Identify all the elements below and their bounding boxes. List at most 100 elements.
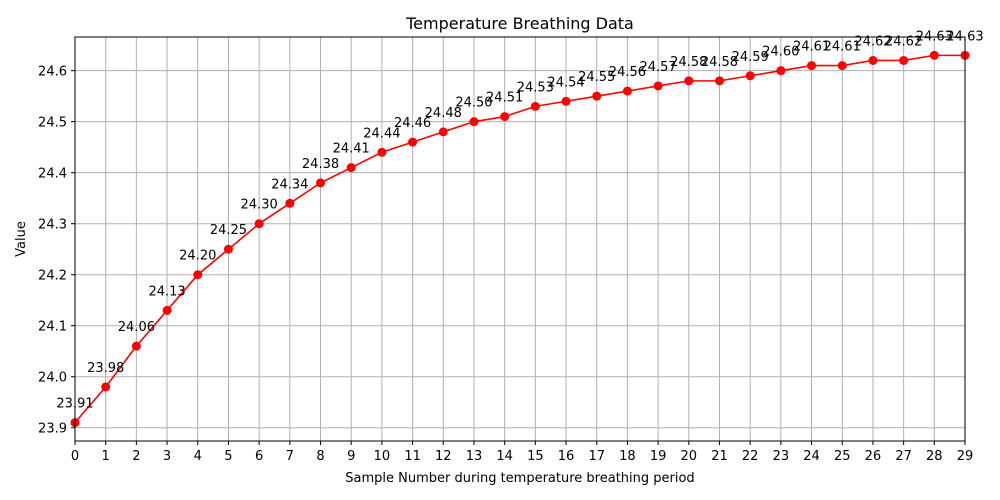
data-point [469,117,479,127]
data-label: 24.56 [609,65,646,80]
y-tick-label: 23.9 [38,422,67,437]
x-tick-label: 21 [711,449,728,464]
y-tick-label: 24.1 [38,320,67,335]
x-tick-label: 23 [773,449,790,464]
data-label: 24.61 [793,40,830,55]
x-tick-label: 14 [496,449,513,464]
series [70,50,970,428]
x-tick-label: 2 [132,449,140,464]
data-label: 24.51 [486,91,523,106]
grid [74,37,966,441]
data-point [408,137,418,147]
chart-title: Temperature Breathing Data [405,14,634,33]
data-label: 24.62 [885,34,922,49]
data-label: 24.46 [394,116,431,131]
x-tick-label: 11 [404,449,421,464]
x-tick-label: 17 [588,449,605,464]
data-point [500,112,510,122]
data-point [868,55,878,65]
x-tick-label: 15 [527,449,544,464]
data-point [622,86,632,96]
data-point [438,127,448,137]
data-point [653,81,663,91]
data-label: 24.06 [118,320,155,335]
plot-frame [74,36,966,442]
data-point [745,71,755,81]
x-tick-label: 26 [865,449,882,464]
x-tick-label: 10 [374,449,391,464]
y-axis: 23.9 24.0 24.1 24.2 24.3 24.4 24.5 24.6 [38,65,75,437]
x-tick-label: 1 [102,449,110,464]
data-point [684,76,694,86]
y-tick-label: 24.2 [38,269,67,284]
x-tick-label: 3 [163,449,171,464]
x-tick-label: 13 [466,449,483,464]
y-tick-label: 24.4 [38,167,67,182]
data-point [316,178,326,188]
data-label: 24.50 [455,96,492,111]
data-point [101,382,111,392]
data-label: 24.44 [363,126,400,141]
data-point [561,96,571,106]
y-tick-label: 24.5 [38,116,67,131]
data-label: 24.25 [210,223,247,238]
data-point [223,244,233,254]
data-label: 24.41 [333,142,370,157]
x-axis-label: Sample Number during temperature breathi… [345,471,694,486]
x-tick-label: 0 [71,449,79,464]
data-labels: 23.9123.9824.0624.1324.2024.2524.3024.34… [56,29,983,411]
x-tick-label: 8 [316,449,324,464]
data-point [530,101,540,111]
series-line [74,54,965,424]
data-label: 24.59 [732,50,769,65]
data-label: 24.57 [639,60,676,75]
data-label: 24.34 [271,177,308,192]
x-tick-label: 24 [803,449,820,464]
data-label: 24.55 [578,70,615,85]
data-label: 24.61 [824,40,861,55]
data-label: 24.20 [179,249,216,264]
data-label: 23.98 [87,361,124,376]
data-point [929,50,939,60]
x-tick-label: 18 [619,449,636,464]
data-point [193,270,203,280]
data-point [131,341,141,351]
y-tick-label: 24.6 [38,65,67,80]
data-point [377,147,387,157]
data-label: 24.62 [854,34,891,49]
data-point [807,61,817,71]
x-tick-label: 5 [224,449,232,464]
data-label: 24.13 [148,284,185,299]
x-axis: 0 1 2 3 4 5 6 7 8 9 10 11 12 13 14 15 16 17 18 19 20 21 22 23 24… [71,441,973,464]
x-tick-label: 4 [194,449,202,464]
x-tick-label: 12 [435,449,452,464]
data-point [162,305,172,315]
x-tick-label: 19 [650,449,667,464]
x-tick-label: 7 [286,449,294,464]
data-label: 24.53 [517,80,554,95]
x-tick-label: 27 [895,449,912,464]
x-tick-label: 22 [742,449,759,464]
x-tick-label: 20 [681,449,698,464]
x-tick-label: 9 [347,449,355,464]
data-label: 24.58 [670,55,707,70]
data-point [285,198,295,208]
x-tick-label: 28 [926,449,943,464]
data-point [254,219,264,229]
x-tick-label: 16 [558,449,575,464]
data-point [714,76,724,86]
x-tick-label: 25 [834,449,851,464]
y-axis-label: Value [14,221,29,257]
data-point [899,55,909,65]
data-point [776,66,786,76]
y-tick-label: 24.0 [38,371,67,386]
data-point [837,61,847,71]
data-label: 24.58 [701,55,738,70]
data-point [346,163,356,173]
data-point [592,91,602,101]
y-tick-label: 24.3 [38,218,67,233]
data-label: 24.30 [241,198,278,213]
data-label: 24.60 [762,45,799,60]
data-label: 24.48 [425,106,462,121]
